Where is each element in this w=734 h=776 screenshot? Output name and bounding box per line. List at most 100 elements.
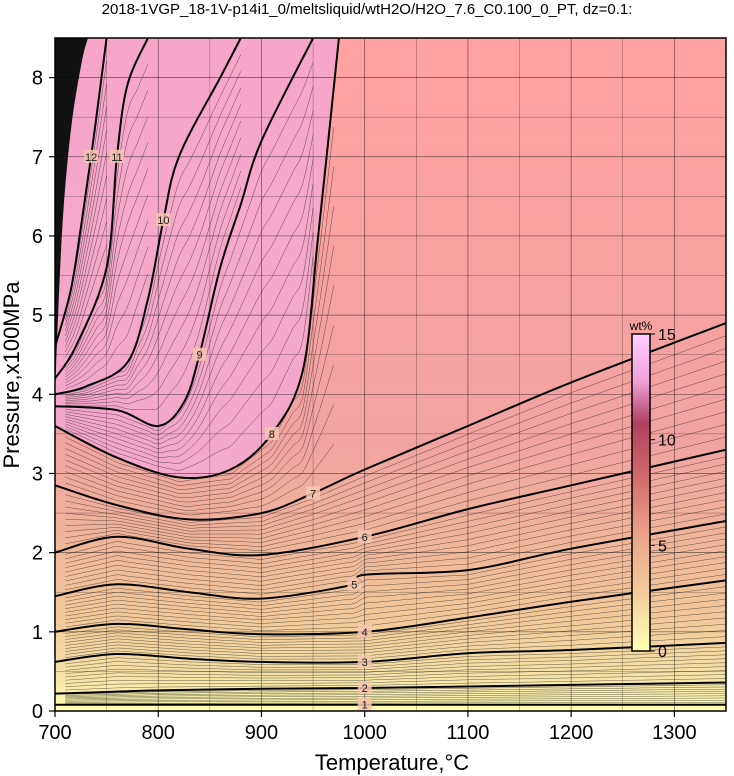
colorbar-gradient	[631, 333, 651, 652]
thin-contour-line	[65, 623, 726, 654]
y-tick-label: 1	[32, 622, 43, 644]
contour-label-bg	[264, 426, 279, 440]
thin-contour-line	[65, 562, 726, 624]
thin-contour-line	[65, 568, 726, 628]
thin-contour-line	[65, 532, 726, 606]
contour-label-bg	[306, 486, 321, 500]
colorbar-ticks: 0 5 10 15	[650, 327, 676, 661]
contour-label-bg	[109, 149, 124, 163]
thin-contour-line	[65, 666, 726, 681]
contour-label-9: 9	[196, 350, 202, 362]
thin-contour-line	[65, 574, 726, 631]
chart-title: 2018-1VGP_18-1V-p14i1_0/meltsliquid/wtH2…	[102, 1, 633, 18]
contour-label-1: 1	[362, 700, 368, 712]
contour-label-bg	[192, 347, 207, 361]
thin-contour-line	[65, 398, 726, 539]
thin-contour-line	[65, 244, 107, 358]
thin-contour-line	[65, 360, 726, 529]
grid	[55, 38, 726, 711]
contour-label-bg	[357, 681, 372, 695]
thin-contour-line	[65, 64, 149, 366]
thin-contour-line	[65, 598, 726, 643]
contour-line-2	[55, 681, 726, 695]
contour-line-4	[55, 579, 726, 636]
thin-contour-line	[65, 699, 726, 703]
thin-contour-line	[65, 386, 726, 535]
thin-contour-line	[65, 550, 726, 617]
colorbar-tick-label: 0	[658, 644, 667, 661]
thin-contour-line	[65, 166, 334, 486]
thin-contour-line	[65, 87, 242, 397]
colorbar-tick-label: 10	[658, 433, 676, 450]
thin-contour-line	[65, 492, 726, 582]
thin-contour-line	[65, 702, 726, 704]
thin-contour-line	[65, 121, 242, 400]
thin-contour-line	[65, 325, 334, 503]
thin-contour-line	[65, 499, 726, 586]
thin-contour-line	[65, 424, 726, 547]
thin-contour-line	[65, 198, 107, 347]
x-tick-label: 700	[38, 722, 71, 744]
contour-line-12	[55, 38, 108, 348]
x-tick-label: 900	[245, 722, 278, 744]
thin-contour-line	[65, 364, 334, 507]
thin-contour-line	[65, 544, 726, 614]
y-tick-label: 3	[32, 463, 43, 485]
colorbar-tick-label: 5	[658, 538, 667, 555]
contour-label-5: 5	[351, 579, 357, 591]
thin-contour-line	[65, 556, 726, 621]
contour-label-3: 3	[362, 657, 368, 669]
thin-contour-line	[65, 693, 726, 700]
contour-line-6	[55, 448, 726, 557]
contour-label-6: 6	[362, 532, 368, 544]
x-tick-label: 1100	[446, 722, 489, 744]
contour-line-7	[55, 322, 726, 521]
thin-contour-line	[65, 686, 726, 696]
thin-contour-line	[65, 348, 726, 526]
y-tick-label: 4	[32, 384, 43, 406]
thin-contour-line	[65, 463, 726, 564]
thin-contour-line	[65, 662, 726, 678]
contour-label-bg	[156, 213, 171, 227]
thin-contour-line	[65, 617, 726, 652]
contour-label-bg	[357, 654, 372, 668]
thin-contour-line	[65, 688, 726, 697]
thin-contour-line	[65, 513, 726, 595]
y-tick-label: 6	[32, 226, 43, 248]
thin-contour-line	[65, 670, 726, 684]
contour-label-bg	[357, 529, 372, 543]
thin-contour-line	[65, 206, 334, 490]
colorbar: wt% 0 5 10 15	[629, 319, 676, 661]
y-tick-label: 5	[32, 305, 43, 327]
thin-contour-line	[65, 526, 726, 603]
colorbar-unit: wt%	[629, 319, 653, 333]
thin-contour-line	[65, 71, 242, 395]
thin-contour-line	[65, 104, 242, 398]
thin-contour-line	[65, 611, 726, 649]
thin-contour-line	[65, 154, 242, 403]
x-tick-label: 800	[142, 722, 175, 744]
contour-label-bg	[347, 577, 362, 591]
dense-contour-region	[55, 38, 88, 399]
y-tick-label: 7	[32, 147, 43, 169]
thin-contour-line	[65, 650, 726, 668]
contour-label-8: 8	[269, 429, 275, 441]
thin-contour-line	[65, 630, 726, 657]
thin-contour-line	[65, 170, 242, 405]
thin-contour-line	[65, 684, 726, 695]
colorbar-tick-label: 15	[658, 327, 676, 344]
contour-label-7: 7	[310, 488, 316, 500]
thin-contour-line	[65, 285, 334, 499]
contour-label-10: 10	[157, 215, 169, 227]
thin-contour-line	[65, 175, 107, 342]
contour-line-11	[55, 38, 149, 380]
thin-contour-line	[65, 373, 726, 532]
contour-line-9	[55, 38, 314, 428]
thin-contour-line	[65, 605, 726, 646]
thin-contour-line	[65, 335, 726, 523]
y-axis-label: Pressure,x100MPa	[0, 281, 24, 469]
thin-contour-line	[65, 697, 726, 702]
thin-contour-line	[65, 695, 726, 701]
